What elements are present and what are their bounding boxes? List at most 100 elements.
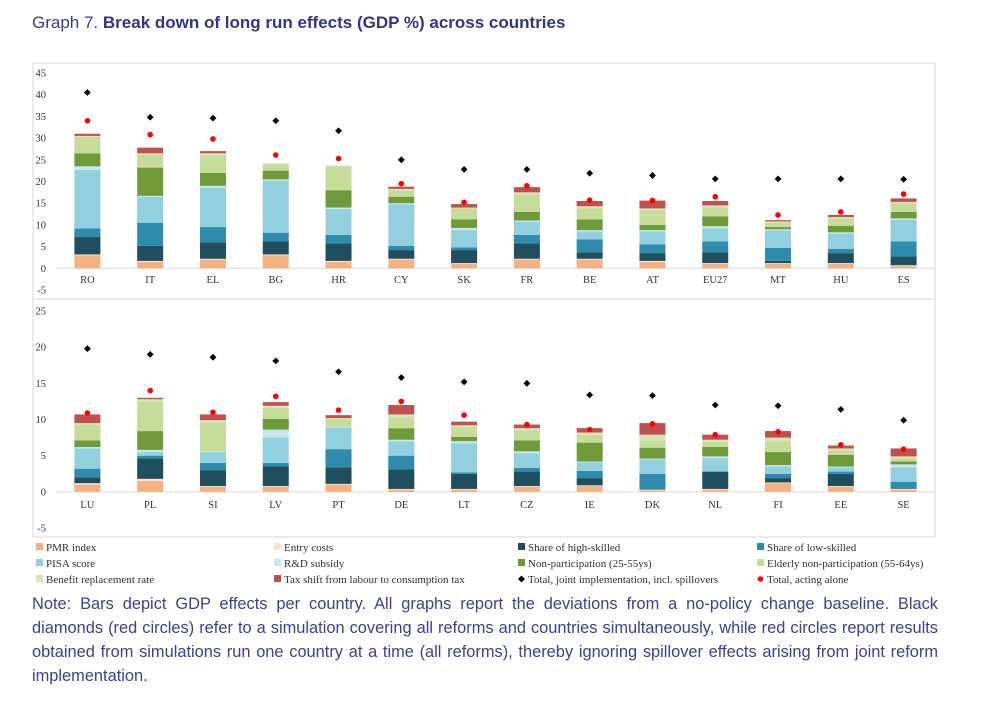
y-tick-label: -5: [37, 286, 46, 297]
bar-share-of-high-skilled-it: [137, 245, 164, 261]
legend-item-benefit-replacement-rate: Benefit replacement rate: [36, 574, 154, 586]
marker-alone-bg: [272, 152, 279, 158]
bar-benefit-replacement-rate-lt: [451, 425, 478, 428]
bar-non-participation-25-55ys-at: [639, 224, 666, 231]
bar-entry-costs-es: [890, 265, 917, 267]
bar-share-of-low-skilled-se: [890, 481, 917, 489]
y-tick-label: 5: [41, 242, 46, 253]
chart-frame: [32, 62, 936, 538]
marker-alone-ie: [586, 426, 593, 433]
bar-elderly-non-participation-55-64ys-pl: [137, 401, 164, 432]
bar-entry-costs-nl: [702, 488, 729, 490]
legend-item-tax-shift-from-labour-to-consumption-tax: Tax shift from labour to consumption tax: [274, 574, 465, 586]
bar-share-of-low-skilled-dk: [639, 473, 666, 490]
bar-non-participation-25-55ys-dk: [639, 447, 666, 459]
bar-share-of-low-skilled-it: [137, 222, 164, 246]
marker-alone-lt: [461, 412, 467, 418]
bar-non-participation-25-55ys-sk: [451, 219, 478, 228]
bar-non-participation-25-55ys-eu27: [702, 216, 729, 227]
bar-elderly-non-participation-55-64ys-fr: [513, 194, 540, 212]
bar-pmr-index-mt: [765, 263, 792, 269]
marker-joint-pt: [335, 368, 342, 376]
marker-alone-dk: [649, 421, 656, 427]
bar-share-of-high-skilled-fi: [765, 478, 792, 483]
bar-benefit-replacement-rate-el: [199, 153, 226, 156]
bar-non-participation-25-55ys-se: [890, 461, 917, 465]
category-label: SK: [457, 275, 471, 286]
legend-label: Share of high-skilled: [528, 542, 621, 554]
legend-label: Tax shift from labour to consumption tax: [284, 574, 465, 586]
bar-share-of-low-skilled-hu: [827, 248, 854, 254]
category-label: BE: [583, 275, 596, 286]
bar-share-of-high-skilled-eu27: [702, 252, 729, 264]
category-label: IE: [585, 500, 595, 511]
bar-pmr-index-se: [890, 489, 917, 492]
bar-tax-shift-from-labour-to-consumption-tax-ro: [74, 133, 101, 136]
bar-entry-costs-ie: [576, 485, 603, 487]
bar-entry-costs-el: [199, 258, 226, 260]
marker-alone-pt: [335, 407, 342, 413]
bar-non-participation-25-55ys-hu: [827, 225, 854, 233]
bar-r-d-subsidy-sk: [451, 227, 478, 231]
bar-r-d-subsidy-eu27: [702, 226, 729, 229]
y-tick-label: 5: [41, 451, 46, 462]
legend-swatch: [274, 559, 281, 566]
y-tick-label: 15: [36, 199, 47, 210]
marker-alone-ee: [838, 442, 844, 448]
legend-swatch: [36, 559, 43, 566]
bar-share-of-low-skilled-ie: [576, 470, 603, 479]
bar-share-of-high-skilled-ie: [576, 478, 603, 486]
bar-non-participation-25-55ys-fi: [765, 452, 792, 466]
bar-share-of-high-skilled-hu: [827, 253, 854, 264]
bar-benefit-replacement-rate-pl: [137, 399, 164, 402]
category-label: MT: [770, 275, 786, 286]
bar-pisa-score-cz: [513, 453, 540, 468]
category-label: RO: [80, 275, 95, 286]
bar-elderly-non-participation-55-64ys-pt: [325, 419, 352, 427]
bar-tax-shift-from-labour-to-consumption-tax-cy: [388, 186, 415, 189]
bar-entry-costs-pl: [137, 478, 164, 481]
bar-r-d-subsidy-hu: [827, 232, 854, 234]
bar-entry-costs-ro: [74, 254, 101, 256]
bar-share-of-low-skilled-lu: [74, 468, 101, 478]
graph-number: Graph 7.: [32, 13, 99, 32]
marker-joint-cy: [397, 156, 405, 164]
bar-pmr-index-si: [199, 486, 226, 492]
bar-entry-costs-lv: [262, 486, 289, 487]
bar-non-participation-25-55ys-ee: [827, 454, 854, 467]
bar-tax-shift-from-labour-to-consumption-tax-sk: [451, 204, 478, 208]
bar-pmr-index-cz: [513, 486, 540, 492]
y-tick-label: 10: [36, 415, 47, 426]
legend-label: Non-participation (25-55ys): [528, 558, 652, 570]
y-tick-label: 0: [41, 487, 46, 498]
bar-non-participation-25-55ys-ro: [74, 153, 101, 167]
bar-pmr-index-ie: [576, 486, 603, 492]
bar-elderly-non-participation-55-64ys-lu: [74, 424, 101, 441]
bar-pisa-score-bg: [262, 180, 289, 233]
graph-title: Break down of long run effects (GDP %) a…: [102, 13, 566, 32]
bar-elderly-non-participation-55-64ys-nl: [702, 441, 729, 447]
bar-share-of-low-skilled-sk: [451, 247, 478, 251]
bar-elderly-non-participation-55-64ys-el: [199, 155, 226, 173]
bar-benefit-replacement-rate-be: [576, 206, 603, 209]
legend-item-non-participation-25-55ys: Non-participation (25-55ys): [518, 558, 652, 570]
bar-non-participation-25-55ys-fr: [513, 211, 540, 221]
bar-share-of-high-skilled-lt: [451, 473, 478, 489]
legend-swatch: [36, 575, 43, 582]
bar-share-of-high-skilled-de: [388, 469, 415, 489]
bar-pmr-index-pl: [137, 480, 164, 492]
marker-alone-sk: [461, 199, 467, 206]
category-label: AT: [646, 275, 659, 286]
category-label: LV: [269, 500, 282, 511]
bar-elderly-non-participation-55-64ys-cz: [513, 430, 540, 441]
marker-joint-de: [397, 374, 405, 381]
marker-joint-sk: [460, 165, 468, 173]
bar-non-participation-25-55ys-lv: [262, 418, 289, 430]
category-label: LT: [458, 500, 470, 511]
bar-pmr-index-be: [576, 259, 603, 269]
marker-alone-hu: [838, 209, 844, 215]
bar-share-of-low-skilled-eu27: [702, 241, 729, 253]
bar-pmr-index-cy: [388, 259, 415, 269]
bar-benefit-replacement-rate-mt: [765, 221, 792, 223]
bar-tax-shift-from-labour-to-consumption-tax-it: [137, 147, 164, 154]
